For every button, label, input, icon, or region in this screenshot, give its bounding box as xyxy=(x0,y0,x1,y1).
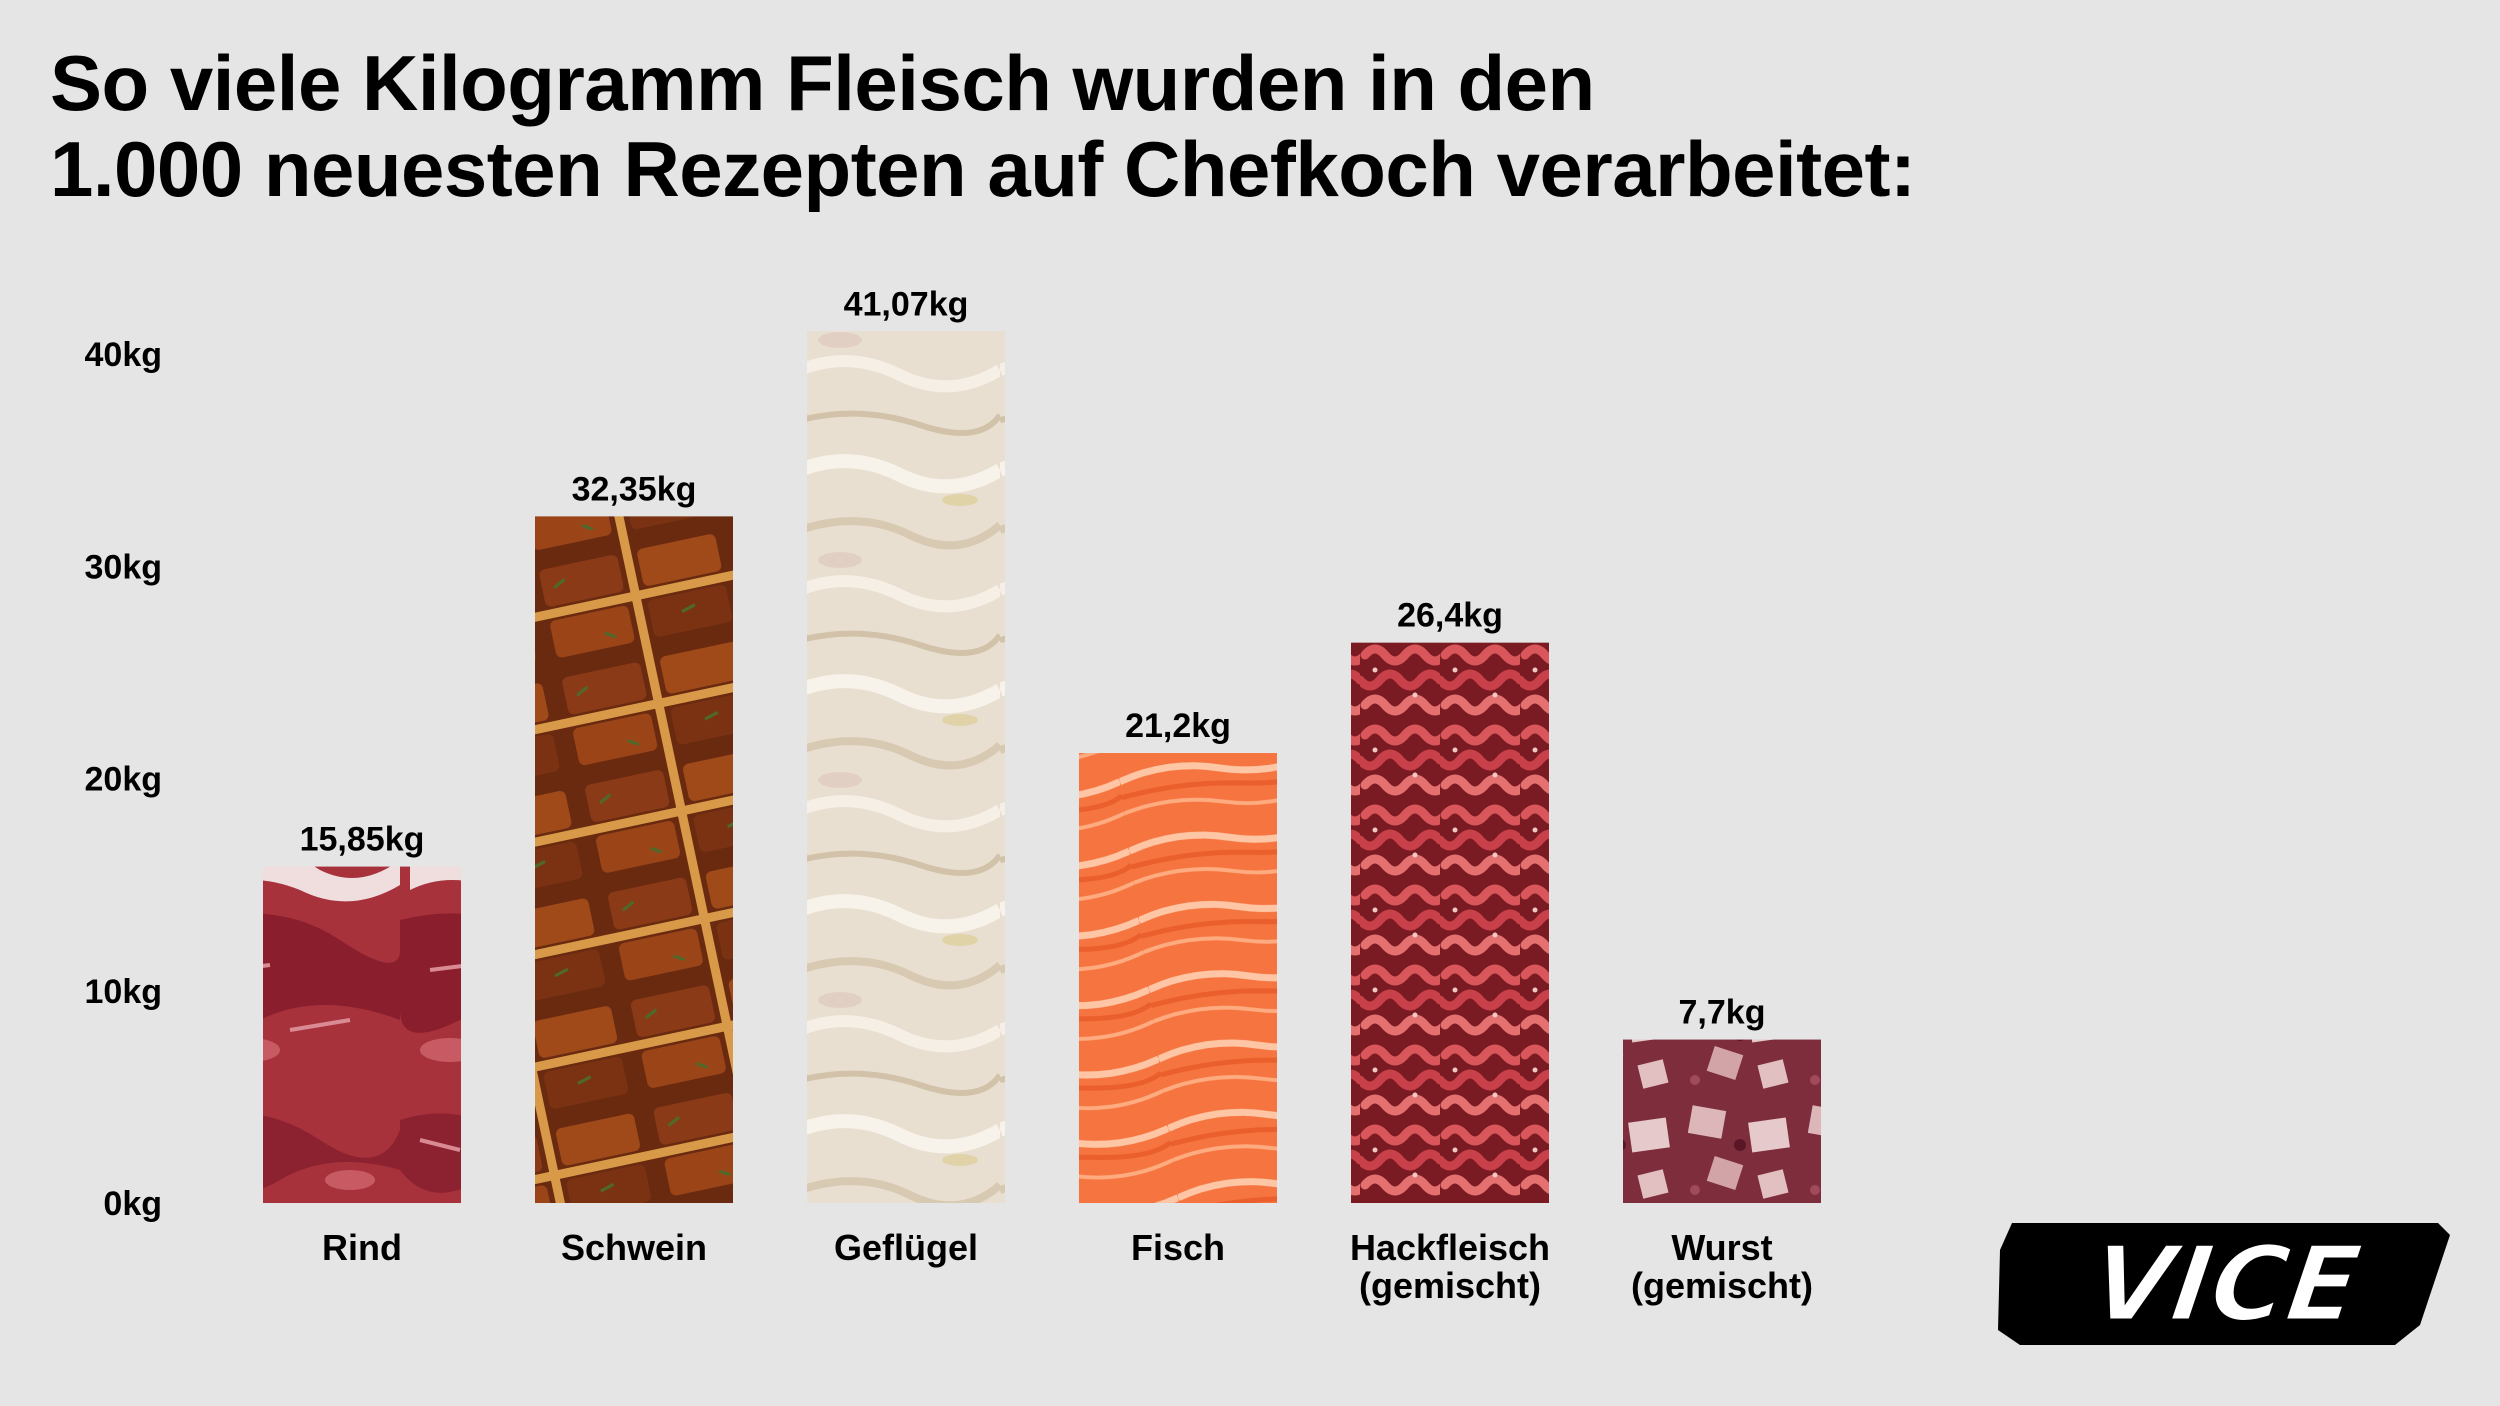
y-tick-label: 20kg xyxy=(85,761,163,799)
x-tick-label: Rind xyxy=(322,1227,402,1268)
bars xyxy=(263,331,1821,1203)
bar-mince xyxy=(1351,642,1549,1203)
y-tick-label: 30kg xyxy=(85,548,163,586)
data-label: 26,4kg xyxy=(1397,597,1503,635)
data-label: 7,7kg xyxy=(1679,994,1766,1032)
x-tick-label: Geflügel xyxy=(834,1227,978,1268)
x-axis: Rind Schwein Geflügel Fisch Hackfleisch(gemi… xyxy=(322,1227,1813,1306)
value-labels: 15,85kg 32,35kg 41,07kg 21,2kg 26,4kg 7,7kg xyxy=(300,285,1766,1031)
x-tick-label: (gemischt) xyxy=(1631,1265,1813,1306)
data-label: 21,2kg xyxy=(1125,707,1231,745)
bar-beef xyxy=(263,866,461,1203)
bar-pork xyxy=(535,516,733,1203)
vice-logo-text: VICE xyxy=(2084,1223,2368,1344)
data-label: 41,07kg xyxy=(844,285,969,323)
chart-title-line-2: 1.000 neuesten Rezepten auf Chefkoch ver… xyxy=(50,125,1916,213)
x-tick-label: Fisch xyxy=(1131,1227,1225,1268)
x-tick-label: (gemischt) xyxy=(1359,1265,1541,1306)
data-label: 15,85kg xyxy=(300,821,425,859)
chart-title: So viele Kilogramm Fleisch wurden in den… xyxy=(50,39,1916,213)
x-tick-label: Hackfleisch xyxy=(1350,1227,1550,1268)
y-axis: 0kg 10kg 20kg 30kg 40kg xyxy=(85,336,163,1223)
bar-sausage xyxy=(1623,1039,1821,1203)
y-tick-label: 0kg xyxy=(103,1185,162,1223)
x-tick-label: Wurst xyxy=(1671,1227,1772,1268)
y-tick-label: 40kg xyxy=(85,336,163,374)
vice-logo: VICE xyxy=(1998,1222,2450,1346)
y-tick-label: 10kg xyxy=(85,973,163,1011)
chart-title-line-1: So viele Kilogramm Fleisch wurden in den xyxy=(50,39,1595,127)
data-label: 32,35kg xyxy=(572,470,697,508)
bar-poultry xyxy=(807,331,1005,1203)
x-tick-label: Schwein xyxy=(561,1227,707,1268)
bar-salmon xyxy=(1079,753,1277,1203)
